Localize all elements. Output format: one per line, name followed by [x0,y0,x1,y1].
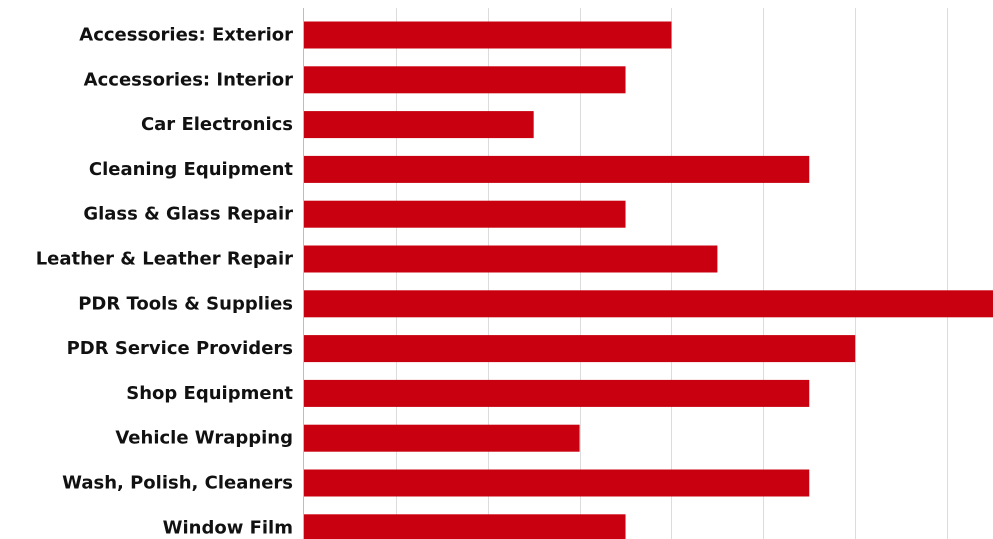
category-label: Car Electronics [141,114,293,135]
category-label: Leather & Leather Repair [36,249,293,270]
bars [304,21,993,539]
category-label: Accessories: Exterior [79,25,293,46]
bar-11 [304,514,626,539]
bar-4 [304,200,626,228]
bar-0 [304,21,672,49]
category-label: Shop Equipment [126,383,293,404]
bar-10 [304,469,810,497]
bar-9 [304,424,580,452]
gridlines [303,8,948,539]
category-labels: Accessories: Exterior Accessories: Interi… [36,25,294,539]
bar-5 [304,245,718,273]
bar-7 [304,335,856,363]
bar-3 [304,155,810,183]
category-label: Vehicle Wrapping [115,428,293,449]
category-label: PDR Tools & Supplies [78,293,293,314]
category-label: Cleaning Equipment [89,159,294,180]
category-label: Window Film [163,517,293,538]
bar-8 [304,379,810,407]
category-label: Accessories: Interior [84,69,293,90]
category-label: Glass & Glass Repair [83,204,293,225]
bar-6 [304,290,993,318]
bar-1 [304,66,626,94]
category-label: Wash, Polish, Cleaners [62,473,293,494]
category-label: PDR Service Providers [67,338,293,359]
bar-2 [304,111,534,139]
